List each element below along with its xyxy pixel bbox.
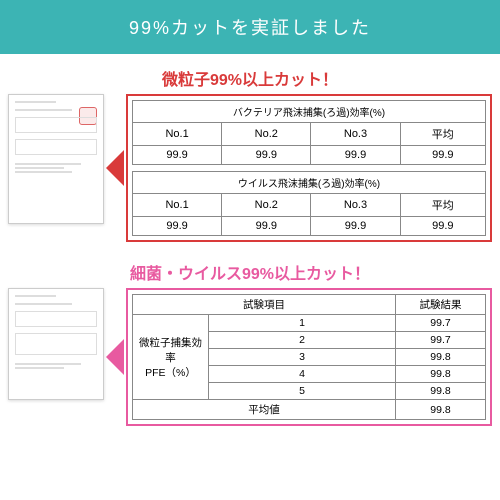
avg-value: 99.8 xyxy=(396,400,486,420)
cell: 99.7 xyxy=(396,315,486,332)
col-header: No.2 xyxy=(222,194,311,217)
arrow-icon xyxy=(106,339,124,375)
col-header: 試験項目 xyxy=(133,295,396,315)
col-header: 試験結果 xyxy=(396,295,486,315)
cell: 99.8 xyxy=(396,349,486,366)
cell: 99.9 xyxy=(311,217,400,236)
section-particles: 微粒子99%以上カット！ バクテリア飛沫捕集(ろ過)効率(%) No.1 No.… xyxy=(0,66,500,242)
col-header: No.3 xyxy=(311,123,400,146)
headline-1: 微粒子99%以上カット！ xyxy=(0,66,500,90)
cell: 2 xyxy=(209,332,396,349)
cell: 99.7 xyxy=(396,332,486,349)
col-header: No.1 xyxy=(133,194,222,217)
bacteria-table: バクテリア飛沫捕集(ろ過)効率(%) No.1 No.2 No.3 平均 99.… xyxy=(132,100,486,165)
col-header: No.1 xyxy=(133,123,222,146)
arrow-icon xyxy=(106,150,124,186)
cell: 5 xyxy=(209,383,396,400)
tables-box-1: バクテリア飛沫捕集(ろ過)効率(%) No.1 No.2 No.3 平均 99.… xyxy=(126,94,492,242)
col-header: No.3 xyxy=(311,194,400,217)
col-header: No.2 xyxy=(222,123,311,146)
col-header: 平均 xyxy=(400,123,485,146)
cell: 99.9 xyxy=(400,217,485,236)
avg-label: 平均値 xyxy=(133,400,396,420)
virus-table: ウイルス飛沫捕集(ろ過)効率(%) No.1 No.2 No.3 平均 99.9… xyxy=(132,171,486,236)
certificate-thumb-2 xyxy=(8,288,104,400)
headline-2: 細菌・ウイルス99%以上カット！ xyxy=(0,260,500,284)
top-banner: 99%カットを実証しました xyxy=(0,0,500,54)
col-header: 平均 xyxy=(400,194,485,217)
cell: 99.9 xyxy=(133,217,222,236)
certificate-thumb-1 xyxy=(8,94,104,224)
row-label: 微粒子捕集効率PFE（%） xyxy=(133,315,209,400)
cell: 99.8 xyxy=(396,366,486,383)
cell: 99.9 xyxy=(222,217,311,236)
table-title: バクテリア飛沫捕集(ろ過)効率(%) xyxy=(133,101,486,123)
pfe-table: 試験項目 試験結果 微粒子捕集効率PFE（%） 1 99.7 299.7 399… xyxy=(132,294,486,420)
cell: 4 xyxy=(209,366,396,383)
cell: 1 xyxy=(209,315,396,332)
table-title: ウイルス飛沫捕集(ろ過)効率(%) xyxy=(133,172,486,194)
cell: 99.9 xyxy=(222,146,311,165)
cell: 99.9 xyxy=(311,146,400,165)
tables-box-2: 試験項目 試験結果 微粒子捕集効率PFE（%） 1 99.7 299.7 399… xyxy=(126,288,492,426)
cell: 99.9 xyxy=(400,146,485,165)
cell: 99.9 xyxy=(133,146,222,165)
cell: 99.8 xyxy=(396,383,486,400)
cell: 3 xyxy=(209,349,396,366)
section-bacteria-virus: 細菌・ウイルス99%以上カット！ 試験項目 試験結果 微粒子捕集効率PFE（%） xyxy=(0,260,500,426)
